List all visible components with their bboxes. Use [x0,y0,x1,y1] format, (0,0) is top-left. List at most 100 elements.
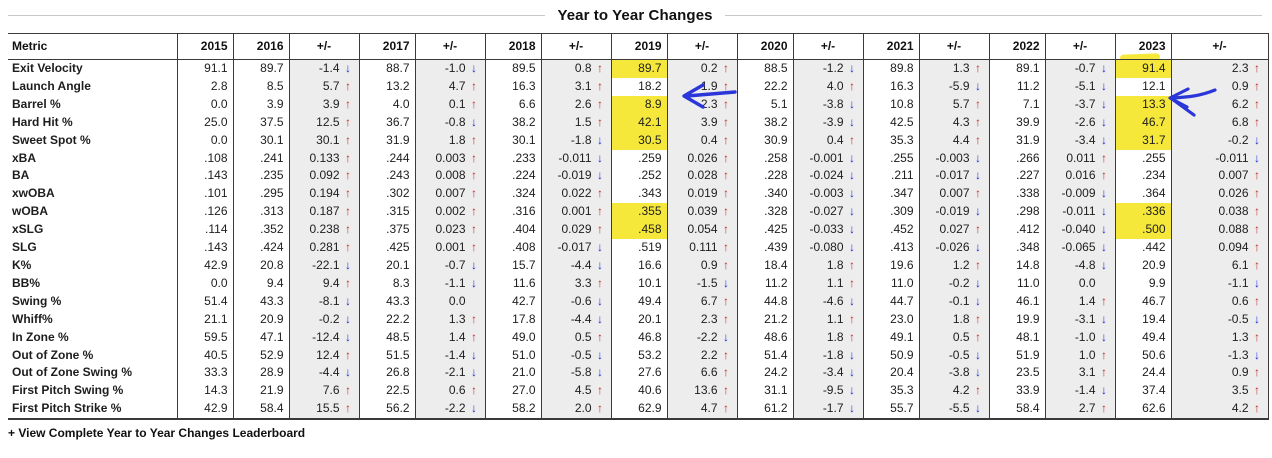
trend-up-icon: ↑ [723,401,729,416]
stat-cell-2016: 21.9 [232,382,289,401]
trend-down-icon: ↓ [1101,329,1107,344]
delta-value: 0.028 [687,168,718,183]
metric-label: BB% [12,275,41,290]
delta-cell-2022: -1.0 ↓ [1044,328,1115,347]
delta-cell-2022: -4.8 ↓ [1044,256,1115,275]
delta-value: 1.0 [1078,347,1096,362]
trend-up-icon: ↑ [1254,365,1260,380]
delta-cell-2017: -1.1 ↓ [414,274,485,293]
stat-cell-2018: 21.0 [484,364,541,383]
stat-cell-2016: .352 [232,221,289,240]
view-leaderboard-link[interactable]: + View Complete Year to Year Changes Lea… [8,426,306,441]
stat-cell-2017: .375 [358,221,415,240]
delta-value: -4.4 [570,311,592,326]
delta-value: 0.026 [1218,186,1249,201]
stat-cell-2023: 50.6 [1114,346,1171,365]
delta-cell-2020: -0.033 ↓ [792,221,863,240]
stat-cell-2021: 50.9 [862,346,919,365]
delta-value: 0.023 [435,222,466,237]
delta-cell-2019: -1.5 ↓ [666,274,737,293]
delta-cell-2016: 30.1 ↑ [288,131,359,150]
delta-value: -3.1 [1074,311,1096,326]
trend-up-icon: ↑ [975,186,981,201]
trend-down-icon: ↓ [1101,114,1107,129]
delta-cell-2016: 0.133 ↑ [288,149,359,168]
metric-label: Hard Hit % [12,114,73,129]
trend-up-icon: ↑ [849,132,855,147]
stat-cell-2016: 3.9 [232,95,289,114]
delta-value: 0.111 [689,240,718,255]
delta-value: -8.1 [318,293,340,308]
stat-cell-2016: .424 [232,239,289,257]
delta-value: -0.017 [935,168,970,183]
stat-cell-2016: 43.3 [232,292,289,311]
trend-up-icon: ↑ [471,222,477,237]
metric-label: Barrel % [12,96,61,111]
table-row: xwOBA .101.295 0.194 ↑ .302 0.007 ↑ .324 0.022 ↑.… [8,185,1268,204]
delta-value: 0.003 [435,150,466,165]
delta-cell-2022: 0.016 ↑ [1044,167,1115,186]
trend-up-icon: ↑ [597,78,603,93]
stat-cell-2017: 88.7 [358,59,415,78]
delta-cell-2017: -0.8 ↓ [414,113,485,132]
trend-up-icon: ↑ [849,329,855,344]
delta-cell-2023: 6.2 ↑ [1170,95,1268,114]
delta-cell-2021: -3.8 ↓ [918,364,989,383]
stat-cell-2016: .313 [232,203,289,222]
stat-cell-2023: 91.4 [1114,59,1171,78]
trend-up-icon: ↑ [1254,61,1260,75]
trend-down-icon: ↓ [597,257,603,272]
trend-up-icon: ↑ [471,383,477,398]
delta-value: 1.8 [952,311,970,326]
delta-value: -0.001 [809,150,844,165]
delta-value: 6.1 [1231,257,1249,272]
trend-up-icon: ↑ [1101,365,1107,380]
stat-cell-2015: .143 [176,167,233,186]
delta-cell-2017: -2.2 ↓ [414,400,485,421]
trend-down-icon: ↓ [1101,311,1107,326]
trend-down-icon: ↓ [1101,240,1107,255]
delta-cell-2020: 1.1 ↑ [792,310,863,329]
trend-up-icon: ↑ [849,275,855,290]
delta-value: 0.9 [1231,78,1249,93]
delta-value: -0.003 [809,186,844,201]
stat-cell-2021: 49.1 [862,328,919,347]
stat-cell-2022: 48.1 [988,328,1045,347]
delta-value: -3.8 [822,96,844,111]
stat-cell-2018: .233 [484,149,541,168]
delta-cell-2016: 9.4 ↑ [288,274,359,293]
delta-value: -1.0 [444,61,466,75]
trend-up-icon: ↑ [471,311,477,326]
stat-cell-2017: 20.1 [358,256,415,275]
delta-cell-2017: 0.007 ↑ [414,185,485,204]
delta-value: 0.038 [1218,204,1249,219]
trend-up-icon: ↑ [471,186,477,201]
trend-down-icon: ↓ [1254,311,1260,326]
trend-up-icon: ↑ [345,114,351,129]
stat-cell-2016: 47.1 [232,328,289,347]
delta-cell-2022: -3.7 ↓ [1044,95,1115,114]
delta-value: 0.094 [1218,240,1249,255]
delta-value: -0.5 [1227,311,1249,326]
delta-value: 15.5 [316,401,340,416]
delta-cell-2020: -4.6 ↓ [792,292,863,311]
delta-value: 3.1 [574,78,592,93]
stat-cell-2020: 31.1 [736,382,793,401]
stat-cell-2015: 0.0 [176,131,233,150]
table-row: First Pitch Swing % 14.3 21.9 7.6 ↑ 22.5 0.6 ↑ 2… [8,382,1268,401]
stat-cell-2022: 33.9 [988,382,1045,401]
stat-cell-2019: .519 [610,239,667,257]
trend-up-icon: ↑ [723,186,729,201]
delta-cell-2017: 0.008 ↑ [414,167,485,186]
delta-value: 1.9 [700,78,718,93]
stat-cell-2017: 43.3 [358,292,415,311]
trend-down-icon: ↓ [849,401,855,416]
delta-value: 7.6 [322,383,340,398]
stat-cell-2020: 88.5 [736,59,793,78]
trend-down-icon: ↓ [345,293,351,308]
delta-value: -1.8 [822,347,844,362]
delta-cell-2017: 0.1 ↑ [414,95,485,114]
stat-cell-2015: .126 [176,203,233,222]
trend-up-icon: ↑ [1101,168,1107,183]
trend-down-icon: ↓ [597,347,603,362]
